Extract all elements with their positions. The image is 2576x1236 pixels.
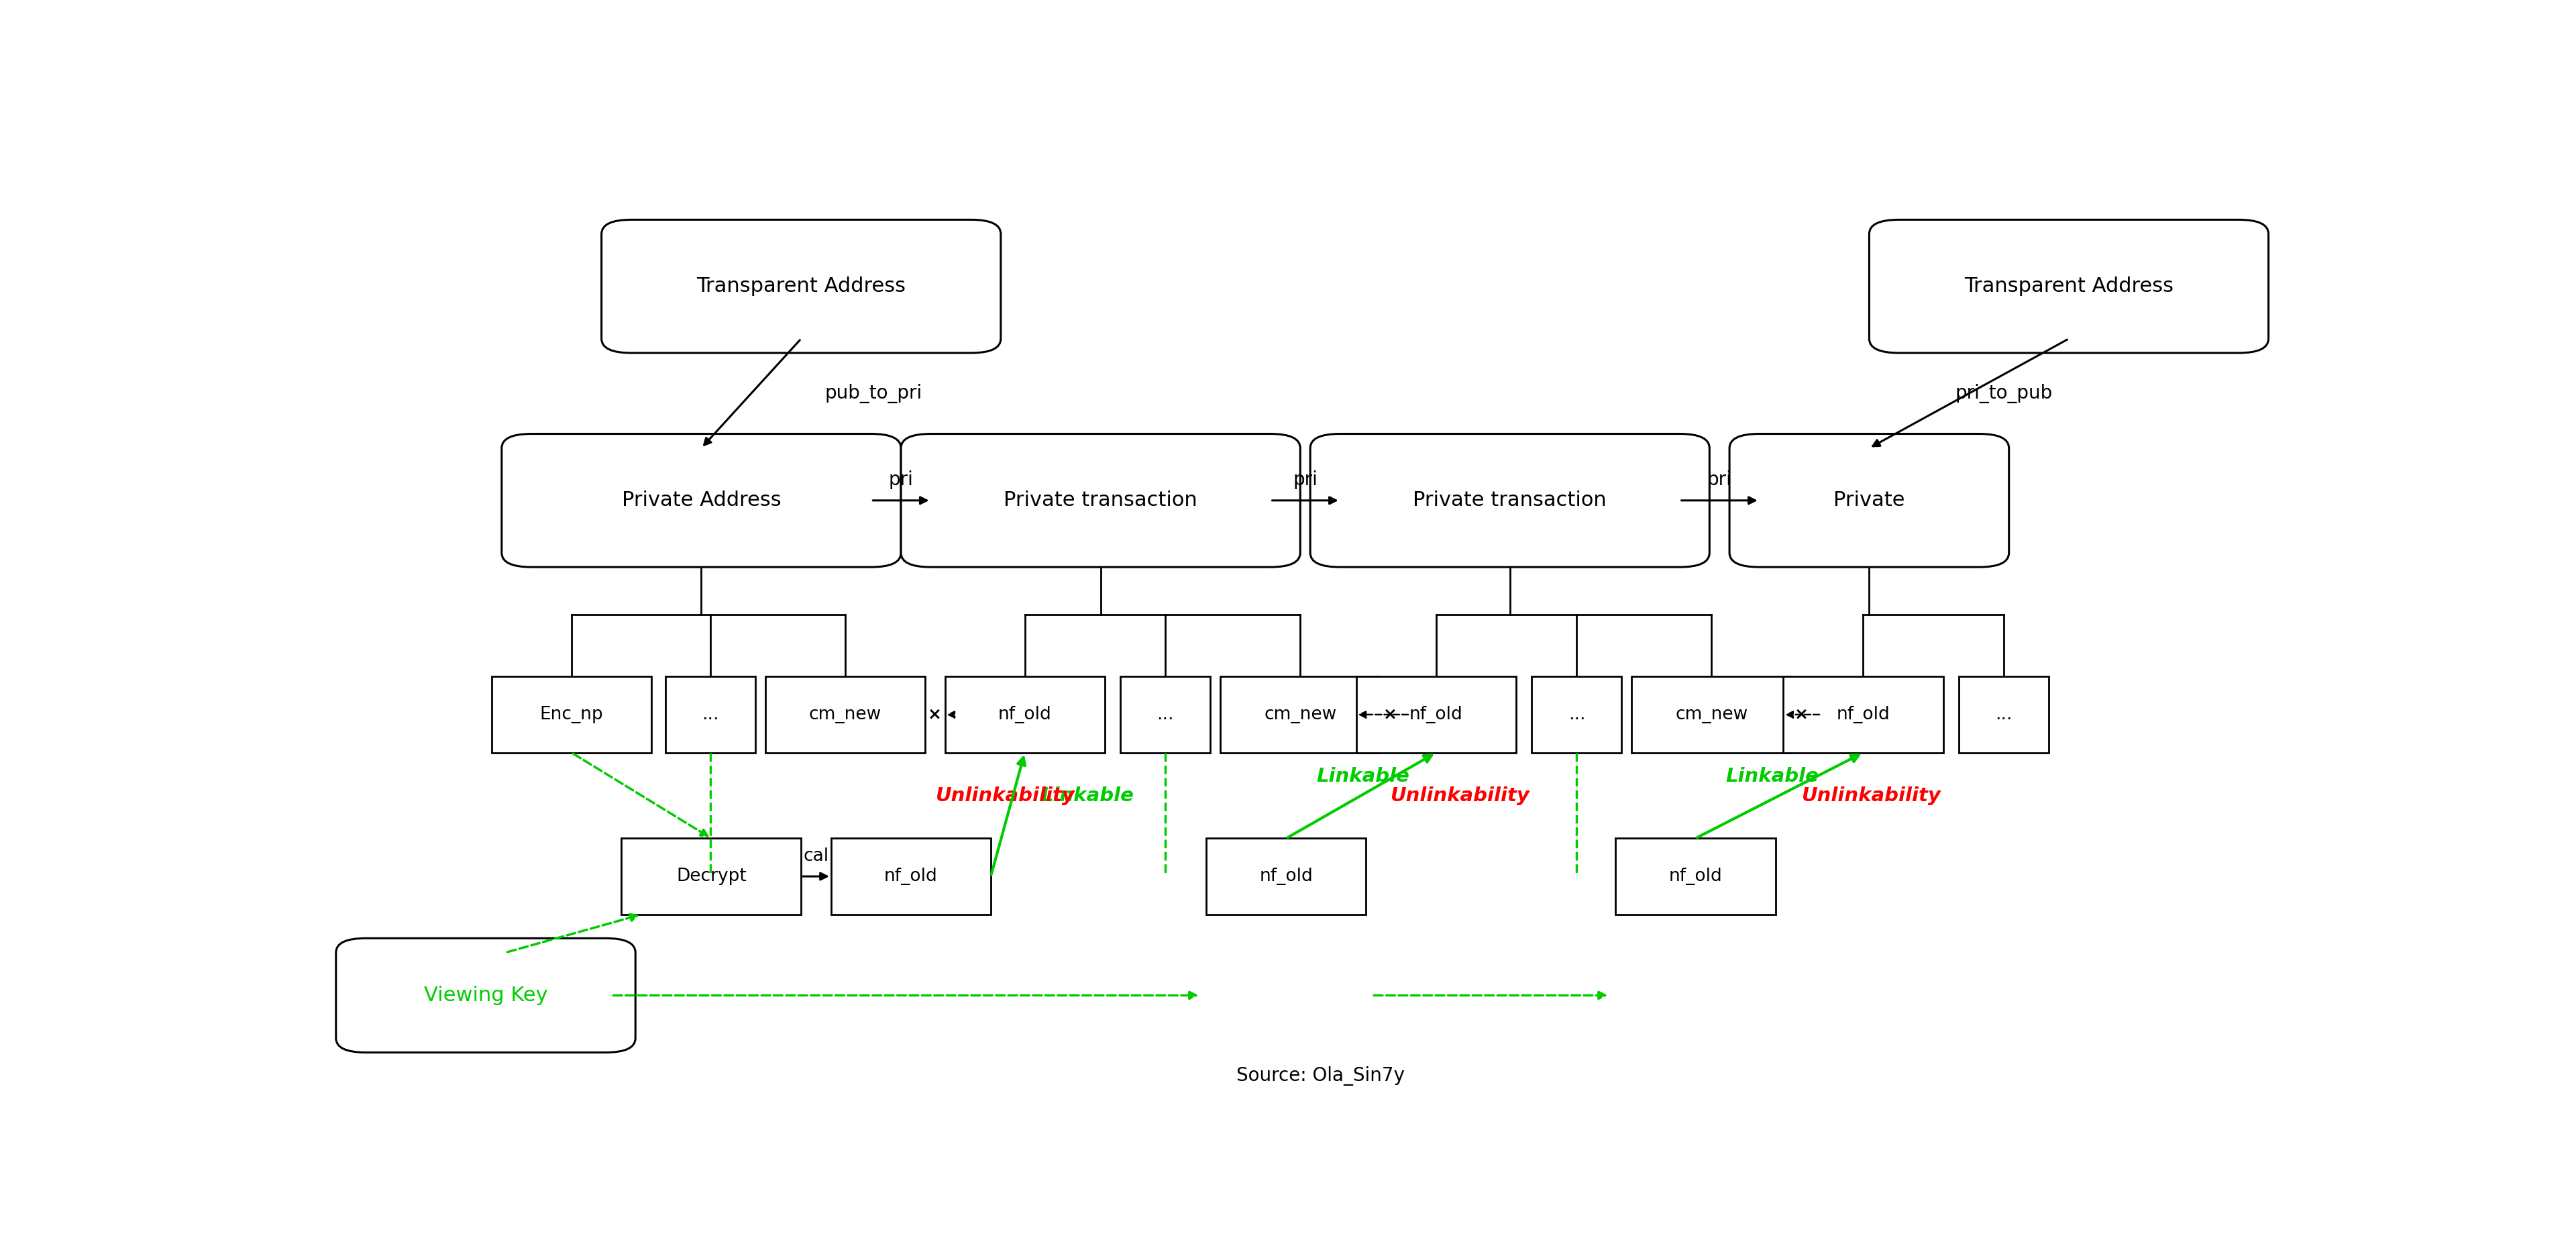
Text: Private Address: Private Address [621,491,781,510]
Text: Private: Private [1834,491,1904,510]
FancyBboxPatch shape [1870,220,2269,353]
Text: ×: × [1383,707,1396,723]
FancyBboxPatch shape [502,434,902,567]
Text: cm_new: cm_new [1265,706,1337,723]
Text: Linkable: Linkable [1041,786,1133,805]
Text: cm_new: cm_new [1674,706,1747,723]
Text: Unlinkability: Unlinkability [1801,786,1940,805]
Bar [621,838,801,915]
Text: ×: × [927,707,943,723]
Bar [1615,838,1775,915]
FancyBboxPatch shape [335,938,636,1053]
Text: nf_old: nf_old [884,868,938,885]
Bar [665,676,755,753]
Text: Viewing Key: Viewing Key [425,985,549,1005]
Text: Transparent Address: Transparent Address [1963,277,2174,297]
Bar [1958,676,2048,753]
Bar [1121,676,1211,753]
Text: pri: pri [1293,470,1316,489]
FancyBboxPatch shape [1728,434,2009,567]
Text: pri: pri [889,470,914,489]
Bar [945,676,1105,753]
Bar [832,838,992,915]
Bar [492,676,652,753]
Text: pri_to_pub: pri_to_pub [1955,383,2053,403]
Text: Source: Ola_Sin7y: Source: Ola_Sin7y [1236,1067,1404,1086]
Text: Enc_np: Enc_np [541,706,603,723]
Text: Private transaction: Private transaction [1005,491,1198,510]
Text: nf_old: nf_old [1260,868,1314,885]
Text: nf_old: nf_old [1409,706,1463,723]
Text: pub_to_pri: pub_to_pri [824,383,922,403]
Text: nf_old: nf_old [1837,706,1891,723]
FancyBboxPatch shape [603,220,999,353]
Text: Unlinkability: Unlinkability [935,786,1074,805]
Bar [1355,676,1515,753]
Bar [1206,838,1365,915]
Bar [1783,676,1942,753]
Text: nf_old: nf_old [997,706,1051,723]
Text: Private transaction: Private transaction [1414,491,1607,510]
Text: Linkable: Linkable [1726,768,1819,786]
Text: nf_old: nf_old [1669,868,1723,885]
Bar [1221,676,1381,753]
Text: ...: ... [1157,706,1175,723]
Text: ...: ... [1996,706,2012,723]
Bar [1533,676,1623,753]
Text: Unlinkability: Unlinkability [1391,786,1530,805]
Text: cm_new: cm_new [809,706,881,723]
Text: ×: × [1795,707,1808,723]
Text: Linkable: Linkable [1316,768,1409,786]
Text: pri: pri [1708,470,1731,489]
FancyBboxPatch shape [902,434,1301,567]
Bar [765,676,925,753]
Text: ...: ... [701,706,719,723]
Text: Decrypt: Decrypt [675,868,747,885]
Text: Transparent Address: Transparent Address [696,277,907,297]
Bar [1631,676,1790,753]
FancyBboxPatch shape [1311,434,1710,567]
Text: ...: ... [1569,706,1584,723]
Text: cal: cal [804,848,829,865]
